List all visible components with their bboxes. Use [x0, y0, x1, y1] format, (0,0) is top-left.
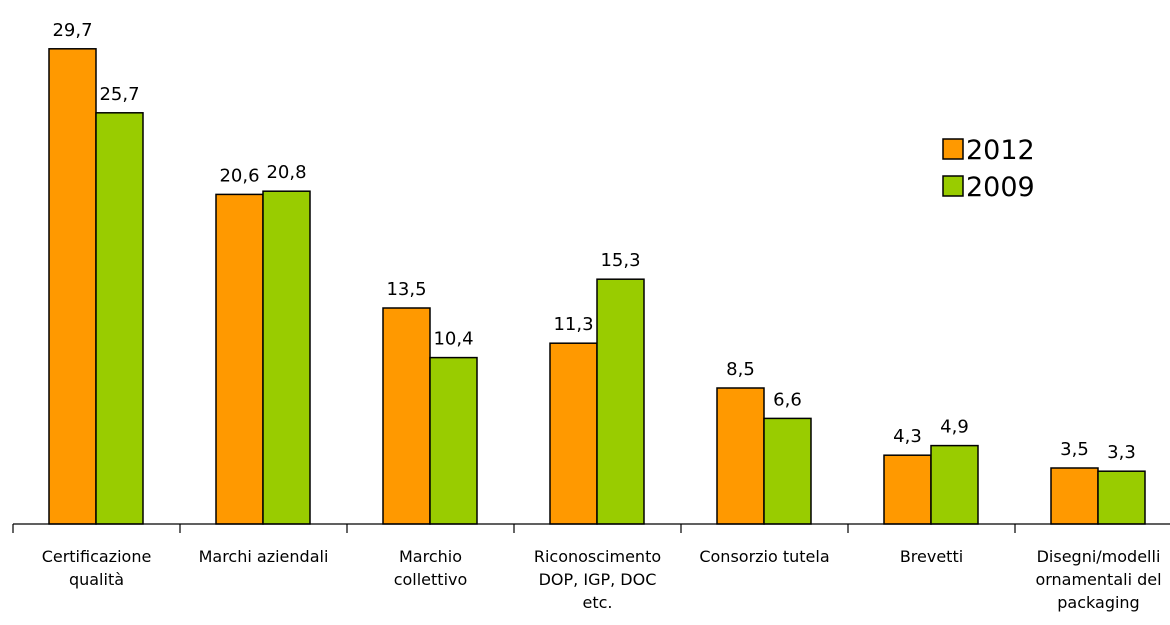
bar-2009-3	[429, 356, 478, 525]
bars-layer	[48, 48, 1146, 525]
category-label-4: Riconoscimento DOP, IGP, DOC etc.	[534, 547, 661, 612]
data-label-2012-1: 29,7	[52, 20, 92, 41]
bar-2012-2	[215, 193, 264, 525]
bar-2012-3	[382, 307, 431, 525]
category-label-1: Certificazione qualità	[42, 547, 152, 589]
data-label-2009-5: 6,6	[773, 389, 802, 410]
bar-2012-6	[883, 454, 932, 525]
bar-2009-5	[763, 417, 812, 525]
data-label-2012-7: 3,5	[1060, 439, 1089, 460]
bar-2009-1	[95, 112, 144, 525]
data-label-2009-2: 20,8	[266, 162, 306, 183]
legend-swatch-2012	[942, 138, 964, 160]
data-label-2012-3: 13,5	[386, 279, 426, 300]
legend-label-2009: 2009	[966, 172, 1035, 203]
data-label-2009-1: 25,7	[99, 84, 139, 105]
category-label-7: Disegni/modelli ornamentali del packaging	[1035, 547, 1161, 612]
category-labels: Certificazione qualità Marchi aziendali Mar…	[42, 547, 1162, 612]
category-label-5: Consorzio tutela	[699, 547, 829, 566]
bar-2009-2	[262, 190, 311, 525]
data-label-2009-4: 15,3	[600, 250, 640, 271]
data-label-2012-6: 4,3	[893, 426, 922, 447]
bar-2009-6	[930, 444, 979, 525]
category-label-6: Brevetti	[900, 547, 963, 566]
data-label-2009-7: 3,3	[1107, 442, 1136, 463]
bar-2012-1	[48, 48, 97, 525]
data-labels: 29,7 20,6 13,5 11,3 8,5 4,3 3,5 25,7 20,8 10,4 15,…	[52, 20, 1135, 463]
category-label-3: Marchio collettivo	[394, 547, 468, 589]
bar-2009-4	[596, 278, 645, 525]
data-label-2009-6: 4,9	[940, 417, 969, 438]
data-label-2009-3: 10,4	[433, 329, 473, 350]
bar-2012-5	[716, 387, 765, 525]
bar-2009-7	[1097, 470, 1146, 525]
data-label-2012-5: 8,5	[726, 359, 755, 380]
legend-swatch-2009	[942, 175, 964, 197]
data-label-2012-2: 20,6	[219, 165, 259, 186]
bar-2012-7	[1050, 467, 1099, 525]
x-axis	[12, 523, 1170, 533]
category-label-2: Marchi aziendali	[199, 547, 329, 566]
legend: 2012 2009	[942, 135, 1035, 203]
legend-label-2012: 2012	[966, 135, 1035, 166]
data-label-2012-4: 11,3	[553, 314, 593, 335]
bar-2012-4	[549, 342, 598, 525]
